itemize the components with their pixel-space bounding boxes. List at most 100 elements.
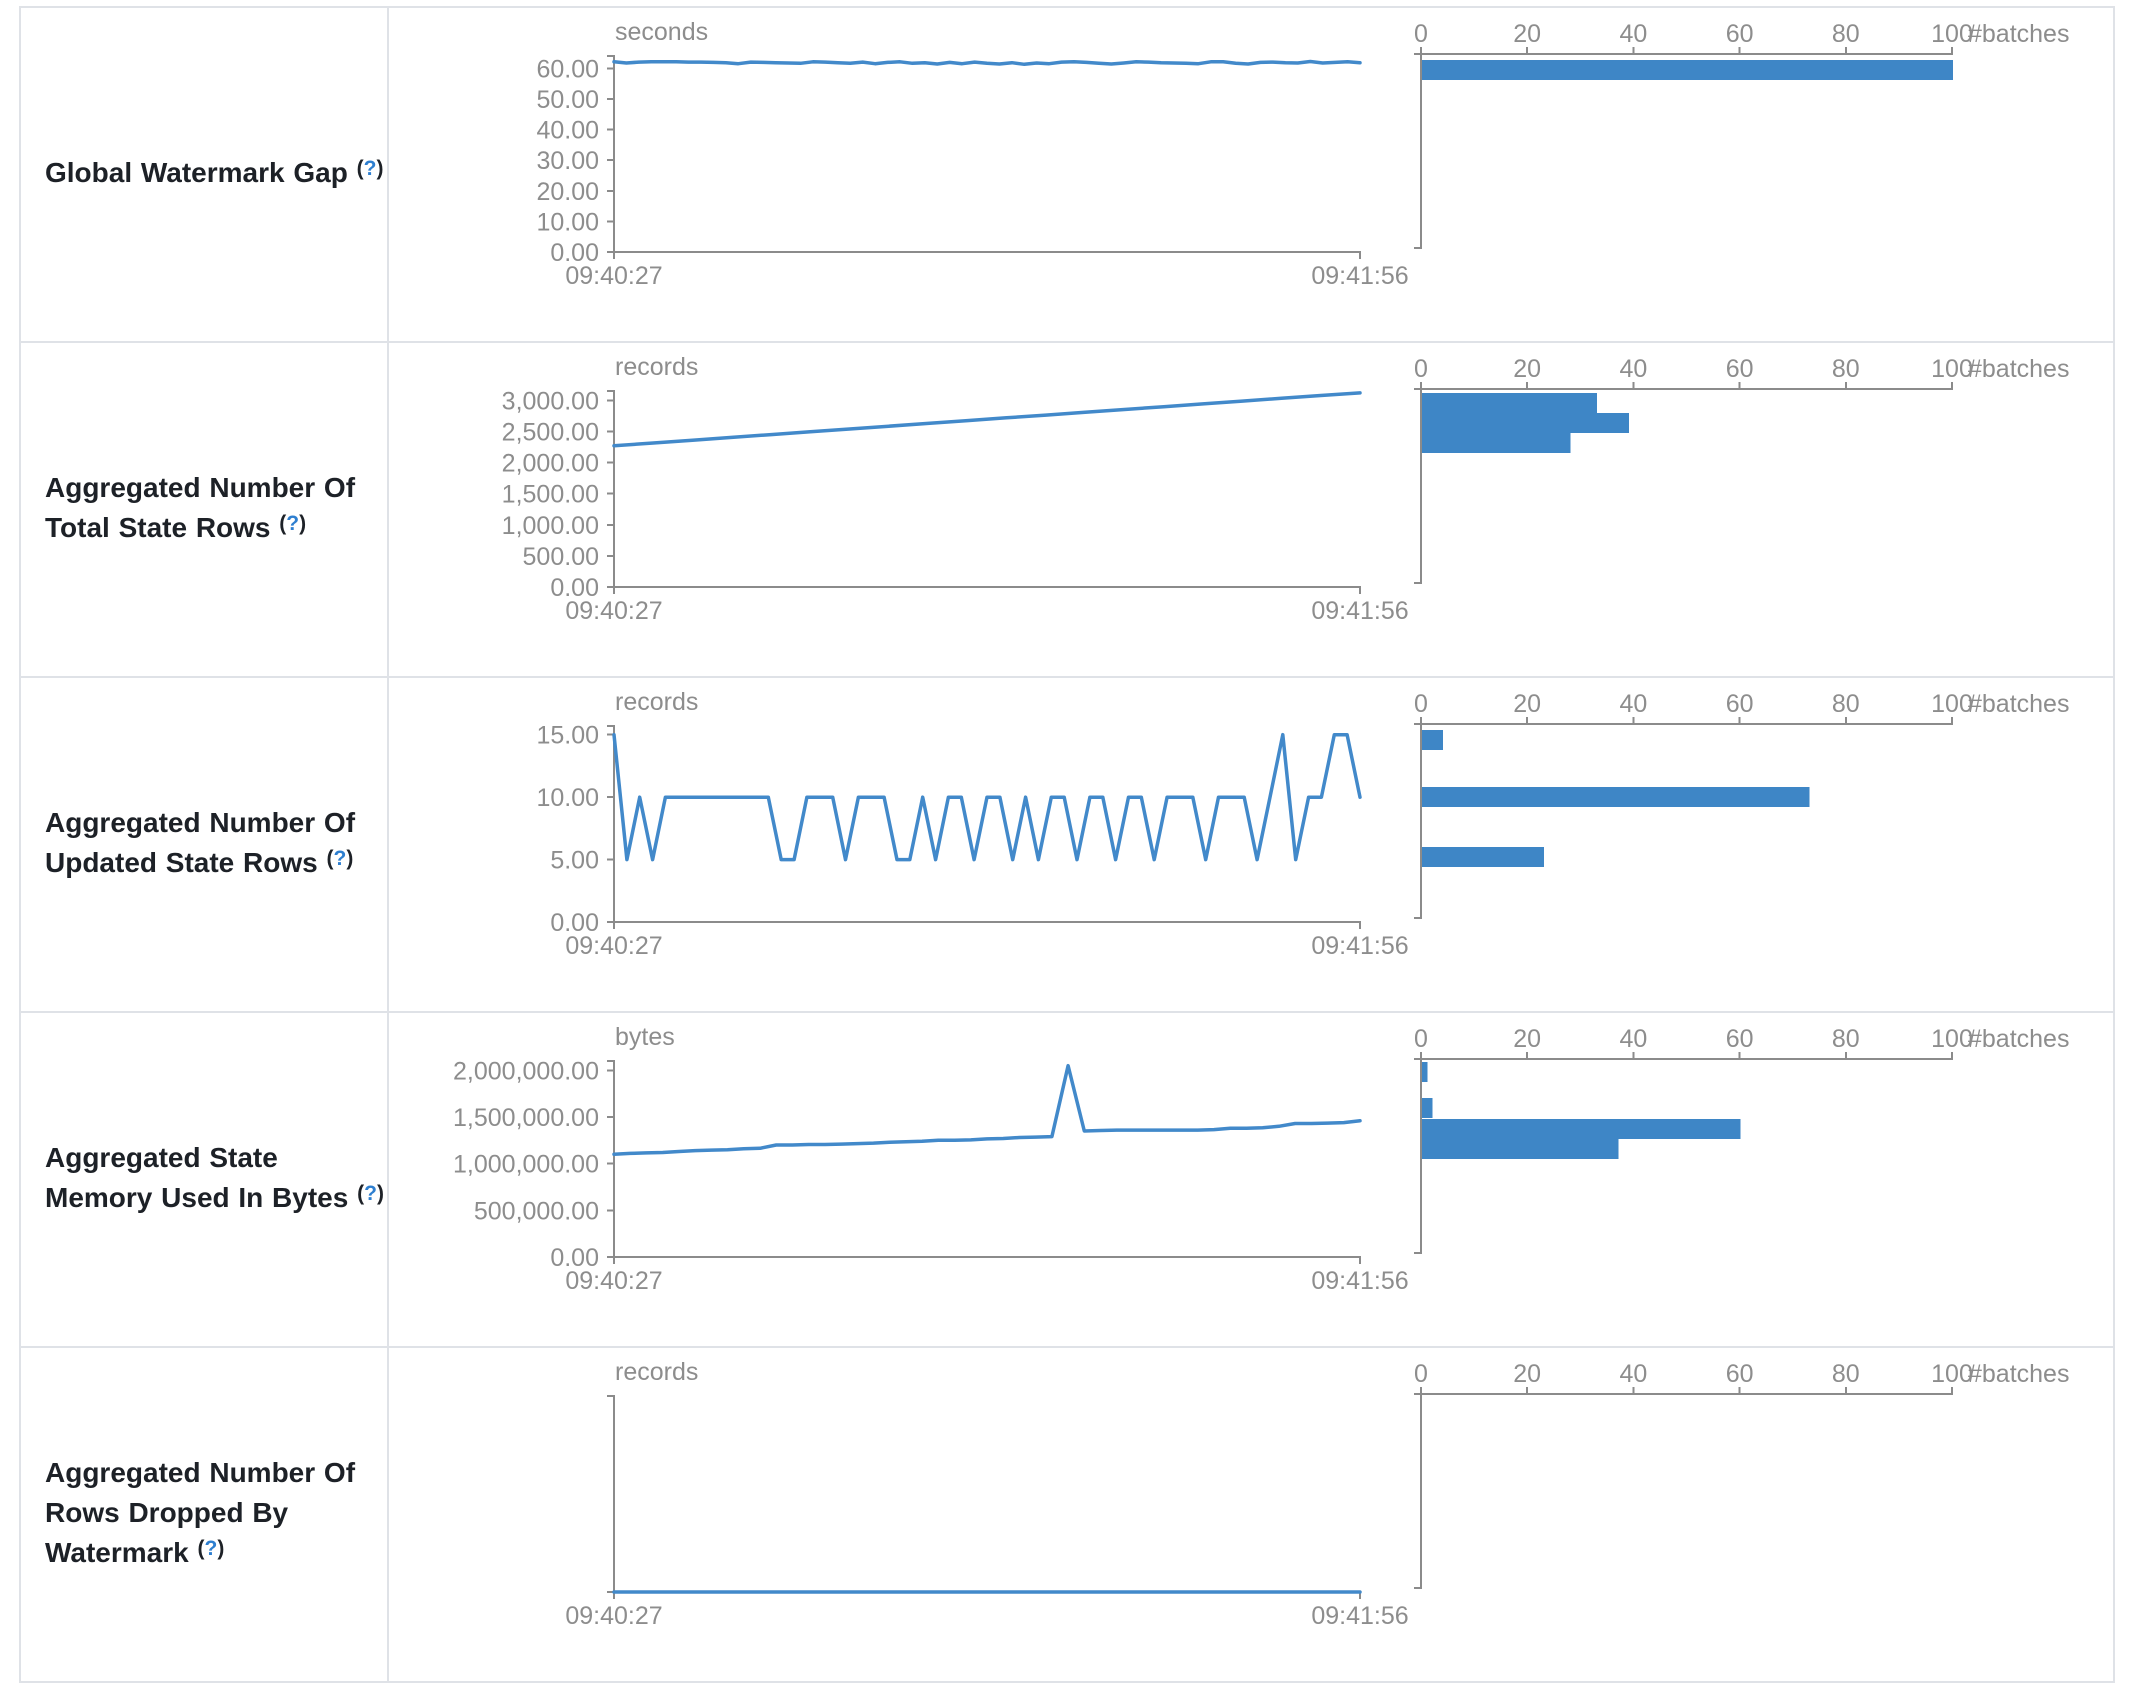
timeline-series-line[interactable] <box>612 1063 1362 1157</box>
timeline-unit-label: records <box>615 1358 698 1386</box>
histogram-x-axis <box>1420 717 1953 725</box>
histogram-unit-label: #batches <box>1968 690 2069 718</box>
charts-cell: seconds 0.00 10.00 20.00 30.00 40.00 50.00 60.0… <box>389 8 2113 341</box>
histogram-unit-label: #batches <box>1968 1360 2069 1388</box>
histogram-tick-label: 20 <box>1513 690 1541 718</box>
histogram-tick-label: 60 <box>1726 20 1754 48</box>
timeline-unit-label: bytes <box>615 1023 675 1051</box>
timeline-series-line[interactable] <box>612 732 1362 862</box>
histogram-y-axis <box>1414 53 1422 249</box>
histogram-tick-label: 80 <box>1832 690 1860 718</box>
y-tick-label: 15.00 <box>536 722 599 750</box>
metric-label-cell: Aggregated Number Of Updated State Rows … <box>21 678 389 1011</box>
y-tick-label: 0.00 <box>550 574 599 602</box>
histogram-tick-label: 100 <box>1931 20 1973 48</box>
metric-charts-svg: records 0.00 5.00 10.00 15.00 09:40:27 09:41:5… <box>536 688 2069 960</box>
y-tick-label: 2,500.00 <box>502 418 599 446</box>
histogram-tick-label: 80 <box>1832 1025 1860 1053</box>
histogram-tick-label: 40 <box>1619 690 1647 718</box>
x-end-time-label: 09:41:56 <box>1311 262 1408 290</box>
histogram-unit-label: #batches <box>1968 1025 2069 1053</box>
histogram-tick-label: 20 <box>1513 20 1541 48</box>
histogram-tick-label: 40 <box>1619 20 1647 48</box>
metric-label-text: Global Watermark Gap <box>45 157 348 188</box>
histogram-bar[interactable] <box>1422 393 1598 413</box>
charts-cell: records 09:40:27 09:41:56 0 20 40 60 80 100 #batc… <box>389 1348 2113 1681</box>
y-tick-label: 3,000.00 <box>502 387 599 415</box>
histogram-tick-label: 100 <box>1931 1360 1973 1388</box>
timeline-x-axis <box>613 1256 1361 1264</box>
histogram-bar[interactable] <box>1422 1139 1619 1159</box>
timeline-unit-label: seconds <box>615 18 708 46</box>
metric-label: Aggregated Number Of Rows Dropped By Wat… <box>45 1453 385 1576</box>
histogram-tick-label: 80 <box>1832 1360 1860 1388</box>
histogram-y-axis <box>1414 1393 1422 1589</box>
histogram-bar[interactable] <box>1422 847 1545 867</box>
metric-label-cell: Aggregated State Memory Used In Bytes (?… <box>21 1013 389 1346</box>
timeline-series-line[interactable] <box>612 391 1362 448</box>
histogram-bar[interactable] <box>1422 1119 1741 1139</box>
help-link[interactable]: (?) <box>357 157 384 180</box>
paren-open: ( <box>197 1537 205 1560</box>
histogram-bar[interactable] <box>1422 60 1953 80</box>
x-start-time-label: 09:40:27 <box>565 932 662 960</box>
x-end-time-label: 09:41:56 <box>1311 932 1408 960</box>
histogram-tick-label: 40 <box>1619 1360 1647 1388</box>
charts-cell: records 0.00 5.00 10.00 15.00 09:40:27 09:41:5… <box>389 678 2113 1011</box>
y-tick-label: 10.00 <box>536 208 599 236</box>
histogram-y-axis <box>1414 388 1422 584</box>
histogram-tick-label: 20 <box>1513 1025 1541 1053</box>
help-link[interactable]: (?) <box>326 847 353 870</box>
histogram-chart: 0 20 40 60 80 100#batches <box>1414 1360 2069 1589</box>
help-link[interactable]: (?) <box>279 512 306 535</box>
paren-close: ) <box>217 1537 225 1560</box>
timeline-series-line[interactable] <box>612 59 1362 67</box>
paren-close: ) <box>376 1182 384 1205</box>
histogram-chart: 0 20 40 60 80 100#batches <box>1414 690 2069 919</box>
help-link[interactable]: (?) <box>197 1537 224 1560</box>
histogram-bar[interactable] <box>1422 1098 1433 1118</box>
timeline-y-axis <box>607 390 615 588</box>
paren-open: ( <box>279 512 287 535</box>
metric-row: Global Watermark Gap (?) seconds 0.00 10.00… <box>21 8 2113 343</box>
y-tick-label: 500.00 <box>523 543 599 571</box>
streaming-statistics-table: Global Watermark Gap (?) seconds 0.00 10.00… <box>19 6 2115 1683</box>
y-tick-label: 60.00 <box>536 55 599 83</box>
timeline-y-axis <box>607 725 615 923</box>
histogram-bar[interactable] <box>1422 433 1571 453</box>
y-tick-label: 1,000,000.00 <box>453 1151 599 1179</box>
x-start-time-label: 09:40:27 <box>565 1267 662 1295</box>
histogram-x-axis <box>1420 1387 1953 1395</box>
histogram-bar[interactable] <box>1422 730 1444 750</box>
timeline-unit-label: records <box>615 353 698 381</box>
y-tick-label: 30.00 <box>536 147 599 175</box>
metric-row: Aggregated Number Of Updated State Rows … <box>21 678 2113 1013</box>
histogram-bar[interactable] <box>1422 413 1630 433</box>
help-link[interactable]: (?) <box>357 1182 384 1205</box>
timeline-y-axis <box>607 1395 615 1593</box>
metric-label: Global Watermark Gap (?) <box>45 153 383 196</box>
charts-cell: bytes 0.00 500,000.00 1,000,000.00 1,500,000… <box>389 1013 2113 1346</box>
y-tick-label: 2,000,000.00 <box>453 1057 599 1085</box>
paren-open: ( <box>357 1182 365 1205</box>
question-mark-icon: ? <box>364 1182 377 1205</box>
histogram-tick-label: 20 <box>1513 1360 1541 1388</box>
histogram-tick-label: 100 <box>1931 355 1973 383</box>
histogram-tick-label: 0 <box>1414 690 1428 718</box>
histogram-x-axis <box>1420 47 1953 55</box>
y-tick-label: 1,500,000.00 <box>453 1104 599 1132</box>
histogram-chart: 0 20 40 60 80 100#batches <box>1414 20 2069 249</box>
question-mark-icon: ? <box>204 1537 218 1560</box>
question-mark-icon: ? <box>363 157 377 180</box>
charts-cell: records 0.00 500.00 1,000.00 1,500.00 2,000.0… <box>389 343 2113 676</box>
y-tick-label: 0.00 <box>550 909 599 937</box>
histogram-chart: 0 20 40 60 80 100#batches <box>1414 355 2069 584</box>
histogram-bar[interactable] <box>1422 787 1810 807</box>
paren-open: ( <box>356 157 364 180</box>
paren-close: ) <box>376 157 384 180</box>
histogram-tick-label: 20 <box>1513 355 1541 383</box>
metric-row: Aggregated State Memory Used In Bytes (?… <box>21 1013 2113 1348</box>
histogram-bar[interactable] <box>1422 1062 1428 1082</box>
histogram-tick-label: 0 <box>1414 20 1428 48</box>
